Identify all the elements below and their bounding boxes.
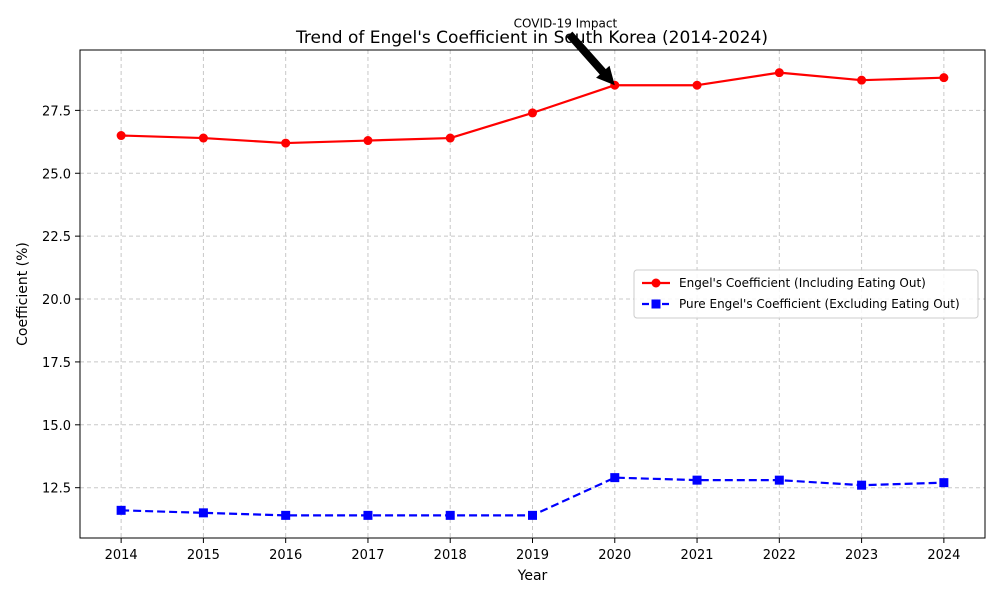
- x-tick-label: 2017: [351, 548, 384, 563]
- x-tick-label: 2016: [269, 548, 302, 563]
- legend-box: [633, 269, 979, 319]
- data-point: [774, 475, 784, 485]
- data-point: [198, 508, 208, 518]
- data-point: [445, 510, 455, 520]
- series-layer: [116, 68, 949, 520]
- y-axis-label: Coefficient (%): [15, 242, 31, 346]
- data-point: [363, 136, 373, 146]
- legend-entry: Engel's Coefficient (Including Eating Ou…: [642, 276, 926, 290]
- annotation-arrow: [566, 31, 615, 86]
- x-tick-label: 2024: [927, 548, 960, 563]
- legend-label: Engel's Coefficient (Including Eating Ou…: [679, 276, 926, 290]
- series-line: [121, 476, 944, 517]
- data-point: [692, 475, 702, 485]
- data-point: [857, 75, 867, 85]
- x-tick-label: 2018: [434, 548, 467, 563]
- series-1: [116, 68, 949, 148]
- data-point: [774, 68, 784, 78]
- x-tick-label: 2023: [845, 548, 878, 563]
- legend-label: Pure Engel's Coefficient (Excluding Eati…: [679, 297, 960, 311]
- grid: [80, 50, 985, 538]
- data-point: [610, 473, 620, 483]
- y-tick-label: 27.5: [42, 104, 71, 119]
- data-point: [939, 478, 949, 488]
- y-tick-label: 22.5: [42, 230, 71, 245]
- y-tick-label: 12.5: [42, 482, 71, 497]
- data-point: [445, 133, 455, 143]
- annotation-text: COVID-19 Impact: [514, 16, 618, 30]
- data-point: [692, 80, 702, 90]
- data-point: [281, 510, 291, 520]
- chart-title: Trend of Engel's Coefficient in South Ko…: [295, 28, 768, 48]
- data-point: [857, 480, 867, 490]
- y-tick-label: 20.0: [42, 293, 71, 308]
- data-point: [281, 138, 291, 148]
- legend-marker: [651, 299, 661, 309]
- x-tick-label: 2020: [598, 548, 631, 563]
- data-point: [528, 108, 537, 118]
- data-point: [528, 510, 537, 520]
- data-point: [116, 505, 126, 515]
- x-axis: 2014 2015 2016 2017 2018 2019 2020 2021 2022 2023…: [105, 538, 960, 563]
- legend: Engel's Coefficient (Including Eating Ou…: [633, 269, 979, 319]
- annotation-layer: COVID-19 Impact: [514, 16, 618, 86]
- x-axis-label: Year: [517, 568, 548, 584]
- x-tick-label: 2019: [516, 548, 549, 563]
- legend-marker: [651, 278, 661, 288]
- x-tick-label: 2014: [105, 548, 138, 563]
- y-tick-label: 17.5: [42, 356, 71, 371]
- series-2: [116, 473, 949, 520]
- x-tick-label: 2015: [187, 548, 220, 563]
- y-axis: 12.5 15.0 17.5 20.0 22.5 25.0 27.5: [42, 104, 80, 497]
- data-point: [116, 131, 126, 141]
- y-tick-label: 25.0: [42, 167, 71, 182]
- x-tick-label: 2022: [763, 548, 796, 563]
- data-point: [939, 73, 949, 83]
- y-tick-label: 15.0: [42, 419, 71, 434]
- data-point: [363, 510, 373, 520]
- x-tick-label: 2021: [680, 548, 713, 563]
- data-point: [198, 133, 208, 143]
- legend-entry: Pure Engel's Coefficient (Excluding Eati…: [642, 297, 960, 311]
